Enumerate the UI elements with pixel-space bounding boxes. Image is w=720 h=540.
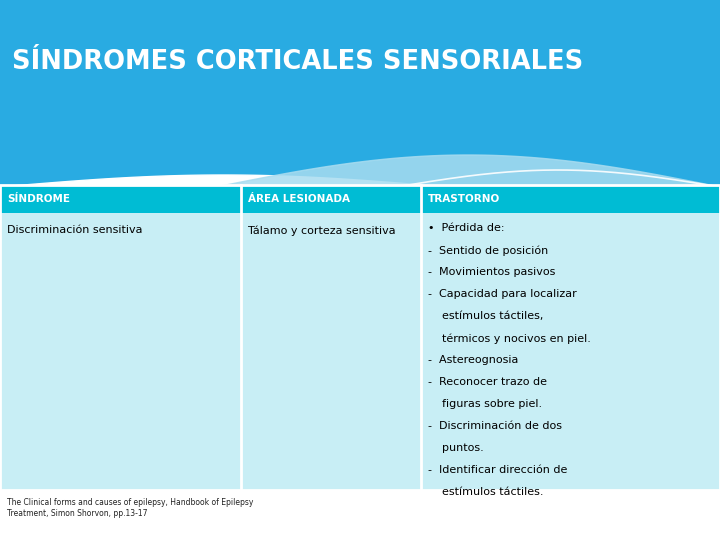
Bar <box>0 213 720 490</box>
Text: -  Discriminación de dos: - Discriminación de dos <box>428 421 562 431</box>
Text: Tálamo y corteza sensitiva: Tálamo y corteza sensitiva <box>248 225 396 235</box>
Text: -  Movimientos pasivos: - Movimientos pasivos <box>428 267 556 277</box>
Text: figuras sobre piel.: figuras sobre piel. <box>428 399 542 409</box>
Text: -  Identificar dirección de: - Identificar dirección de <box>428 465 567 475</box>
Text: -  Astereognosia: - Astereognosia <box>428 355 518 365</box>
Bar <box>0 185 720 490</box>
Text: SÍNDROMES CORTICALES SENSORIALES: SÍNDROMES CORTICALES SENSORIALES <box>12 49 583 75</box>
Text: ÁREA LESIONADA: ÁREA LESIONADA <box>248 194 350 204</box>
Text: -  Sentido de posición: - Sentido de posición <box>428 245 549 255</box>
Polygon shape <box>216 155 720 187</box>
Text: térmicos y nocivos en piel.: térmicos y nocivos en piel. <box>428 333 591 343</box>
Text: The Clinical forms and causes of epilepsy, Handbook of Epilepsy: The Clinical forms and causes of epileps… <box>7 498 253 507</box>
Text: puntos.: puntos. <box>428 443 484 453</box>
Text: estímulos táctiles.: estímulos táctiles. <box>428 487 544 497</box>
Polygon shape <box>0 175 446 187</box>
Bar <box>0 0 720 185</box>
Text: -  Reconocer trazo de: - Reconocer trazo de <box>428 377 547 387</box>
Text: Treatment, Simon Shorvon, pp.13-17: Treatment, Simon Shorvon, pp.13-17 <box>7 509 148 518</box>
Text: Discriminación sensitiva: Discriminación sensitiva <box>7 225 143 235</box>
Text: TRASTORNO: TRASTORNO <box>428 194 500 204</box>
Bar <box>0 185 720 213</box>
Text: estímulos táctiles,: estímulos táctiles, <box>428 311 544 321</box>
Text: SÍNDROME: SÍNDROME <box>7 194 70 204</box>
Text: -  Capacidad para localizar: - Capacidad para localizar <box>428 289 577 299</box>
Text: •  Pérdida de:: • Pérdida de: <box>428 223 505 233</box>
